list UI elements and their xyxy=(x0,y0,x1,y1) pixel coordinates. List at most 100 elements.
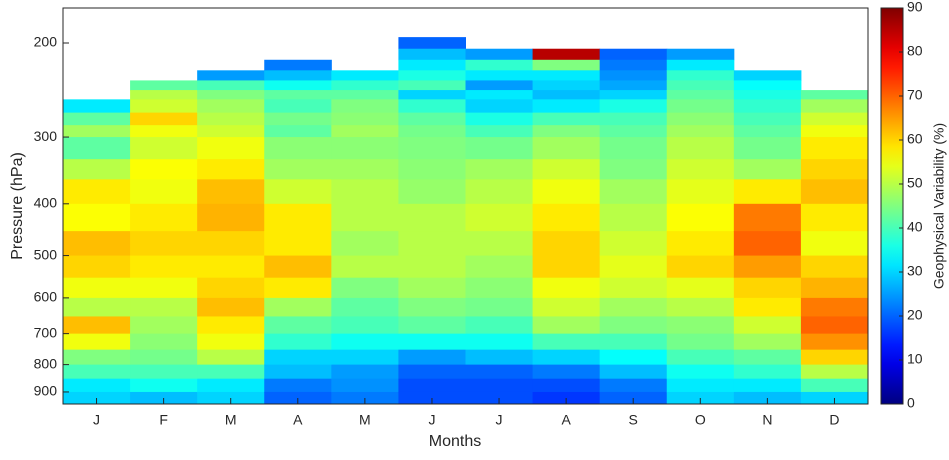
heatmap-cell xyxy=(532,59,601,71)
heatmap-cell xyxy=(666,137,735,160)
heatmap-cell xyxy=(733,99,802,114)
heatmap-cell xyxy=(465,179,534,205)
y-axis-label: Pressure (hPa) xyxy=(9,152,26,260)
heatmap-cell xyxy=(130,90,198,100)
colorbar-tick-label: 60 xyxy=(907,131,923,147)
heatmap-cell xyxy=(331,99,399,114)
heatmap-cell xyxy=(666,125,735,138)
heatmap-cell xyxy=(465,378,534,393)
heatmap-cell xyxy=(599,277,668,299)
heatmap-cell xyxy=(63,203,131,232)
heatmap-cell xyxy=(599,333,668,351)
heatmap-cell xyxy=(800,99,869,114)
heatmap-cell xyxy=(331,179,399,205)
heatmap-cell xyxy=(599,364,668,380)
heatmap-cell xyxy=(599,231,668,257)
heatmap-cell xyxy=(532,255,601,279)
heatmap-cell xyxy=(666,333,735,351)
x-tick-label: S xyxy=(629,412,638,428)
heatmap-cell xyxy=(331,349,399,366)
heatmap-cell xyxy=(63,112,131,126)
heatmap-cell xyxy=(63,316,131,335)
heatmap-cell xyxy=(666,277,735,299)
heatmap-cell xyxy=(197,137,265,160)
heatmap-cell xyxy=(130,255,198,279)
heatmap-cell xyxy=(599,137,668,160)
heatmap-cell xyxy=(532,316,601,335)
heatmap-cell xyxy=(532,203,601,232)
heatmap-cell xyxy=(398,179,466,205)
heatmap-cell xyxy=(599,48,668,61)
heatmap-cell xyxy=(532,48,601,61)
heatmap-cell xyxy=(532,70,601,81)
heatmap-cell xyxy=(63,159,131,180)
heatmap-cell xyxy=(733,297,802,317)
heatmap-cell xyxy=(264,137,332,160)
colorbar-label: Geophysical Variability (%) xyxy=(931,123,947,289)
heatmap-cell xyxy=(666,378,735,393)
heatmap-cell xyxy=(398,316,466,335)
heatmap-cell xyxy=(599,159,668,180)
heatmap-cell xyxy=(63,255,131,279)
colorbar-tick-label: 10 xyxy=(907,351,923,367)
heatmap-cell xyxy=(197,349,265,366)
heatmap-cell xyxy=(599,349,668,366)
heatmap-cell xyxy=(599,179,668,205)
heatmap-cell xyxy=(331,378,399,393)
heatmap-cell xyxy=(465,90,534,100)
heatmap-cell xyxy=(63,364,131,380)
heatmap-cell xyxy=(197,90,265,100)
heatmap-cell xyxy=(398,125,466,138)
heatmap-cell xyxy=(733,316,802,335)
y-tick-label: 500 xyxy=(34,246,58,262)
heatmap-cell xyxy=(63,231,131,257)
heatmap-cell xyxy=(331,125,399,138)
heatmap-cell xyxy=(532,333,601,351)
heatmap-cell xyxy=(599,59,668,71)
heatmap-cell xyxy=(465,316,534,335)
heatmap-cell xyxy=(197,277,265,299)
heatmap-cell xyxy=(398,231,466,257)
heatmap-cell xyxy=(599,297,668,317)
heatmap-cell xyxy=(130,349,198,366)
heatmap-cell xyxy=(666,364,735,380)
heatmap-cell xyxy=(130,203,198,232)
heatmap-cell xyxy=(264,59,332,71)
heatmap-cell xyxy=(130,125,198,138)
heatmap-cell xyxy=(264,378,332,393)
x-tick-label: F xyxy=(159,412,168,428)
x-tick-label: D xyxy=(829,412,839,428)
heatmap-cell xyxy=(599,316,668,335)
x-axis-label: Months xyxy=(429,433,481,450)
plot-frame xyxy=(62,7,869,405)
heatmap-cell xyxy=(733,231,802,257)
heatmap-cell xyxy=(331,90,399,100)
heatmap-cell xyxy=(532,112,601,126)
heatmap-cell xyxy=(666,159,735,180)
heatmap-cell xyxy=(733,179,802,205)
heatmap-cell xyxy=(800,90,869,100)
heatmap-cell xyxy=(532,137,601,160)
heatmap-cell xyxy=(398,364,466,380)
heatmap-cell xyxy=(733,255,802,279)
heatmap-cell xyxy=(800,203,869,232)
heatmap-cell xyxy=(666,99,735,114)
heatmap-cell xyxy=(63,349,131,366)
heatmap-cell xyxy=(733,112,802,126)
heatmap-cell xyxy=(733,80,802,91)
heatmap-cell xyxy=(733,137,802,160)
heatmap-cell xyxy=(800,125,869,138)
heatmap-cell xyxy=(532,277,601,299)
heatmap-cell xyxy=(331,159,399,180)
heatmap-cell xyxy=(264,231,332,257)
y-tick-label: 600 xyxy=(34,289,58,305)
heatmap-cell xyxy=(532,297,601,317)
heatmap-cell xyxy=(666,48,735,61)
heatmap-cell xyxy=(465,70,534,81)
heatmap-cell xyxy=(398,297,466,317)
heatmap-cell xyxy=(398,59,466,71)
heatmap-cell xyxy=(197,378,265,393)
x-tick-label: J xyxy=(496,412,503,428)
colorbar-tick-label: 90 xyxy=(907,0,923,15)
